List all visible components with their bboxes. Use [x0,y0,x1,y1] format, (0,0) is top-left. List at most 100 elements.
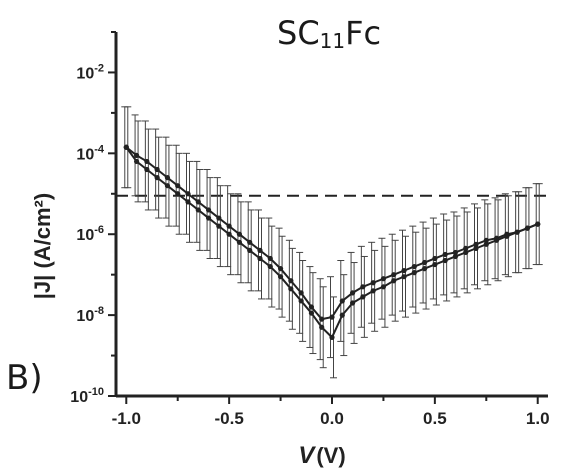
data-point [164,183,171,189]
data-point [339,312,345,318]
axes [108,31,548,404]
data-point [493,237,500,243]
y-axis-label: |J| (A/cm²) [30,193,55,299]
data-point [349,300,356,306]
data-series [123,144,541,340]
data-point [401,268,407,274]
data-point [535,221,541,227]
x-axis-label: V(V) [298,442,345,469]
x-axis-unit: (V) [316,443,345,468]
data-point [123,144,129,150]
data-point [370,280,376,286]
x-tick-label: 0.5 [423,409,447,428]
data-point [514,229,520,235]
data-point [370,288,376,294]
data-point [267,255,273,262]
data-point [257,255,263,262]
data-point [432,255,438,262]
data-point [339,298,345,304]
data-point [483,241,489,247]
data-point [452,249,459,256]
data-point [349,290,356,296]
x-tick-label: 0.0 [320,409,344,428]
data-point [473,241,479,247]
data-point [144,158,150,165]
panel-label: B) [6,358,43,398]
data-point [257,247,263,253]
title-main: SC [277,14,320,52]
data-point [195,199,201,205]
data-point [205,215,212,221]
x-tick-label: 1.0 [526,409,550,428]
x-tick-label: -1.0 [112,409,141,428]
data-point [133,152,140,158]
data-point [154,166,160,173]
data-point [380,276,387,282]
data-point [524,225,531,231]
data-point [329,314,335,320]
data-point [442,251,448,258]
data-point [319,316,325,322]
data-point [463,245,469,251]
data-point [360,284,366,290]
data-point [216,223,222,229]
data-point [277,266,284,272]
data-point [205,207,212,213]
y-tick-label: 10-8 [76,305,104,325]
data-point [175,183,181,189]
data-point [329,334,335,340]
data-point [411,263,417,270]
title-suffix: Fc [345,14,382,52]
data-point [185,199,191,205]
data-point [319,324,325,330]
chart-title: SC11Fc [277,14,381,53]
data-point [308,304,315,310]
tick-labels: -1.0 -0.5 0.0 0.5 1.0 10-2 10-4 10-6 10-8 10-10 [70,62,549,428]
data-point [133,158,140,165]
data-point [195,207,201,213]
data-point [421,259,428,266]
data-point [421,266,428,272]
data-point [442,257,448,264]
data-point [401,274,407,280]
data-point [226,231,232,237]
data-point [236,239,243,245]
data-point [504,233,510,239]
data-point [463,249,469,256]
title-subscript: 11 [319,29,346,53]
data-point [247,247,253,253]
data-point [391,278,397,284]
data-point [175,191,181,197]
y-tick-label: 10-2 [76,62,104,82]
data-point [236,231,243,237]
y-tick-label: 10-10 [70,386,104,406]
data-point [185,191,191,197]
x-tick-label: -0.5 [214,409,243,428]
data-point [267,263,273,270]
data-point [288,286,294,292]
data-point [277,274,284,280]
y-tick-label: 10-4 [76,143,104,163]
data-point [154,175,160,181]
data-point [360,294,366,300]
data-point [288,278,294,284]
data-point [483,237,489,243]
x-axis-variable: V [298,442,316,469]
series-line [125,146,539,321]
data-point [226,223,232,229]
data-point [308,310,315,316]
data-point [216,215,222,221]
y-tick-label: 10-6 [76,224,104,244]
data-point [432,261,438,268]
data-point [298,298,304,304]
data-point [164,175,171,181]
data-point [391,272,397,278]
data-point [298,290,304,296]
data-point [473,245,479,251]
data-point [144,166,150,173]
data-point [247,239,253,245]
data-point [411,270,417,276]
data-point [452,253,459,260]
data-point [380,284,387,290]
